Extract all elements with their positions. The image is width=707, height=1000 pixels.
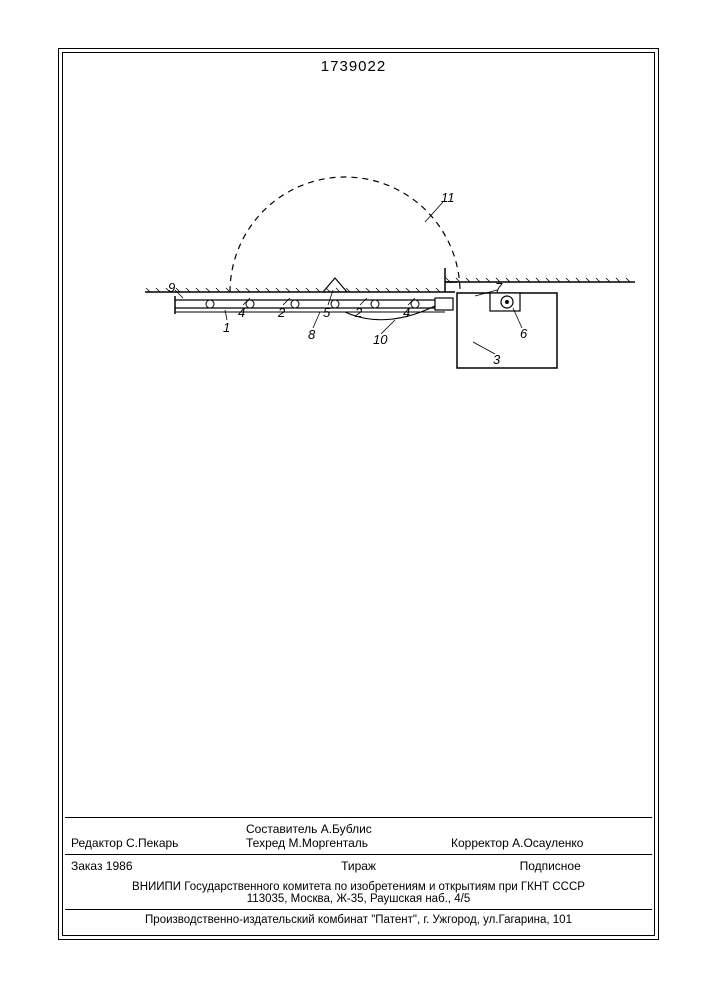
compiler-label: Составитель: [246, 822, 317, 836]
production-text: Производственно-издательский комбинат "П…: [145, 914, 572, 926]
callout-4b: 4: [403, 305, 410, 320]
corrector-label: Корректор: [451, 836, 509, 850]
callout-8: 8: [308, 327, 315, 342]
callout-11: 11: [441, 190, 455, 205]
callout-2b: 2: [355, 305, 362, 320]
callout-9: 9: [168, 280, 175, 295]
editor-label: Редактор: [71, 836, 123, 850]
tech-label: Техред: [246, 836, 285, 850]
order-number: Заказ 1986: [71, 859, 263, 873]
callout-7: 7: [495, 280, 502, 295]
tech-name: М.Моргенталь: [289, 836, 369, 850]
corrector-name: А.Осауленко: [512, 836, 583, 850]
order-row: Заказ 1986 Тираж Подписное: [65, 854, 652, 877]
callout-1: 1: [223, 320, 230, 335]
technical-figure: 1 2 2 3 4 4 5 6 7 8 9 10 11: [75, 130, 635, 390]
production-row: Производственно-издательский комбинат "П…: [65, 909, 652, 930]
editor-name: С.Пекарь: [126, 836, 178, 850]
compiler-name: А.Бублис: [321, 822, 372, 836]
subscription-label: Подписное: [454, 859, 646, 873]
figure-svg: [75, 130, 635, 390]
callout-6: 6: [520, 326, 527, 341]
institution-line1: ВНИИПИ Государственного комитета по изоб…: [71, 881, 646, 893]
tirage-label: Тираж: [263, 859, 455, 873]
callout-10: 10: [373, 332, 387, 347]
callout-3: 3: [493, 352, 500, 367]
callout-5: 5: [323, 305, 330, 320]
credits-row: Составитель А.Бублис Редактор С.Пекарь Т…: [65, 817, 652, 854]
callout-4a: 4: [238, 305, 245, 320]
footer-block: Составитель А.Бублис Редактор С.Пекарь Т…: [65, 817, 652, 930]
institution-row: ВНИИПИ Государственного комитета по изоб…: [65, 877, 652, 909]
callout-2a: 2: [278, 305, 285, 320]
institution-line2: 113035, Москва, Ж-35, Раушская наб., 4/5: [71, 893, 646, 905]
document-number: 1739022: [0, 58, 707, 75]
